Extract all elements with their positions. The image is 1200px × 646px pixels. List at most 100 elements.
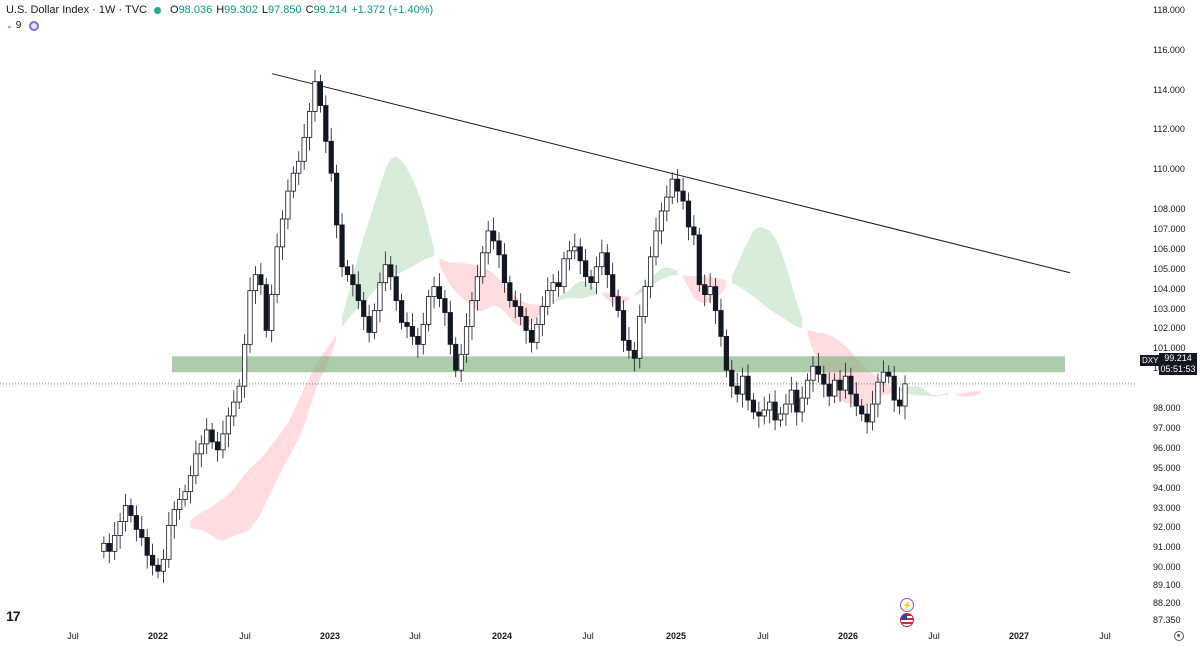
candle[interactable] (826, 372, 832, 407)
candle[interactable] (896, 386, 903, 415)
candle[interactable] (555, 270, 562, 297)
candle[interactable] (182, 484, 188, 507)
candle[interactable] (869, 390, 876, 431)
candle[interactable] (225, 407, 231, 448)
candle[interactable] (474, 264, 480, 311)
candle[interactable] (626, 327, 632, 359)
candle[interactable] (160, 549, 167, 583)
candle[interactable] (783, 393, 789, 426)
candle[interactable] (415, 327, 421, 358)
candle[interactable] (279, 210, 286, 261)
candle[interactable] (561, 251, 567, 294)
candle[interactable] (496, 232, 502, 269)
candle[interactable] (296, 151, 302, 185)
candle[interactable] (187, 465, 194, 504)
candle[interactable] (620, 300, 627, 353)
symbol-title[interactable]: U.S. Dollar Index · 1W · TVC (6, 4, 147, 16)
candle[interactable] (339, 213, 345, 277)
candle[interactable] (214, 431, 221, 462)
candle[interactable] (729, 360, 735, 398)
candle[interactable] (236, 379, 242, 410)
candle[interactable] (734, 372, 740, 403)
candle[interactable] (398, 293, 405, 330)
support-zone[interactable] (172, 356, 1065, 373)
candle[interactable] (463, 313, 470, 363)
candle[interactable] (637, 304, 643, 369)
candle[interactable] (258, 262, 264, 295)
candle[interactable] (647, 246, 654, 299)
candle[interactable] (426, 289, 432, 332)
candle[interactable] (334, 164, 340, 239)
candle[interactable] (198, 435, 204, 468)
candle[interactable] (231, 390, 237, 427)
candle[interactable] (572, 233, 578, 260)
candle[interactable] (323, 95, 329, 154)
candle[interactable] (301, 124, 307, 170)
candle[interactable] (810, 356, 816, 392)
candle[interactable] (366, 304, 372, 343)
candle[interactable] (166, 512, 172, 568)
candle[interactable] (344, 259, 351, 282)
candle[interactable] (886, 365, 892, 384)
candle[interactable] (133, 505, 139, 542)
us-flag-event-icon[interactable] (900, 613, 914, 627)
candle[interactable] (631, 341, 637, 372)
candle[interactable] (680, 177, 686, 210)
candle[interactable] (112, 522, 118, 560)
tradingview-logo[interactable]: 17 (6, 608, 21, 624)
flash-event-icon[interactable]: ⚡ (900, 598, 914, 612)
candle[interactable] (171, 500, 177, 539)
candle[interactable] (377, 272, 383, 323)
candle[interactable] (799, 386, 805, 423)
candle[interactable] (458, 344, 464, 382)
price-axis[interactable]: 118.000 116.000 114.000 112.000 110.000 108.0… (1135, 0, 1200, 646)
candle[interactable] (593, 256, 600, 295)
candle[interactable] (252, 266, 259, 304)
candle[interactable] (404, 312, 410, 339)
candle[interactable] (177, 487, 183, 520)
candle[interactable] (550, 274, 556, 304)
candle[interactable] (382, 251, 388, 292)
candle[interactable] (512, 290, 518, 319)
candle[interactable] (431, 276, 437, 309)
candle[interactable] (106, 533, 112, 564)
candle[interactable] (853, 382, 859, 417)
candle[interactable] (642, 279, 648, 324)
candle[interactable] (664, 185, 670, 222)
candle[interactable] (528, 318, 535, 353)
candle[interactable] (328, 128, 334, 182)
candle[interactable] (588, 269, 594, 290)
candle[interactable] (761, 396, 767, 425)
candle[interactable] (155, 558, 161, 579)
legend-header[interactable]: U.S. Dollar Index · 1W · TVC O 98.036 H 99… (6, 4, 434, 16)
candle[interactable] (756, 401, 762, 428)
candle[interactable] (777, 407, 784, 427)
candle[interactable] (815, 352, 821, 383)
candle[interactable] (772, 390, 778, 431)
candle[interactable] (285, 179, 291, 230)
candle[interactable] (610, 262, 616, 307)
candle[interactable] (750, 393, 757, 419)
candle[interactable] (718, 298, 724, 347)
candle[interactable] (388, 256, 394, 291)
candle[interactable] (848, 367, 854, 408)
candle[interactable] (691, 215, 697, 246)
candle[interactable] (875, 373, 881, 418)
candle[interactable] (193, 440, 199, 485)
candle[interactable] (891, 366, 897, 412)
candle[interactable] (128, 498, 134, 523)
candle[interactable] (209, 422, 215, 449)
candle[interactable] (117, 512, 123, 549)
candle[interactable] (740, 367, 746, 408)
candle[interactable] (501, 243, 508, 293)
candle[interactable] (821, 365, 827, 398)
candle[interactable] (842, 362, 849, 399)
candle[interactable] (712, 278, 719, 324)
candle[interactable] (453, 337, 459, 378)
candle[interactable] (350, 264, 356, 297)
candle[interactable] (864, 403, 870, 434)
candle[interactable] (837, 370, 843, 402)
candle[interactable] (290, 166, 296, 199)
candle[interactable] (269, 284, 275, 343)
